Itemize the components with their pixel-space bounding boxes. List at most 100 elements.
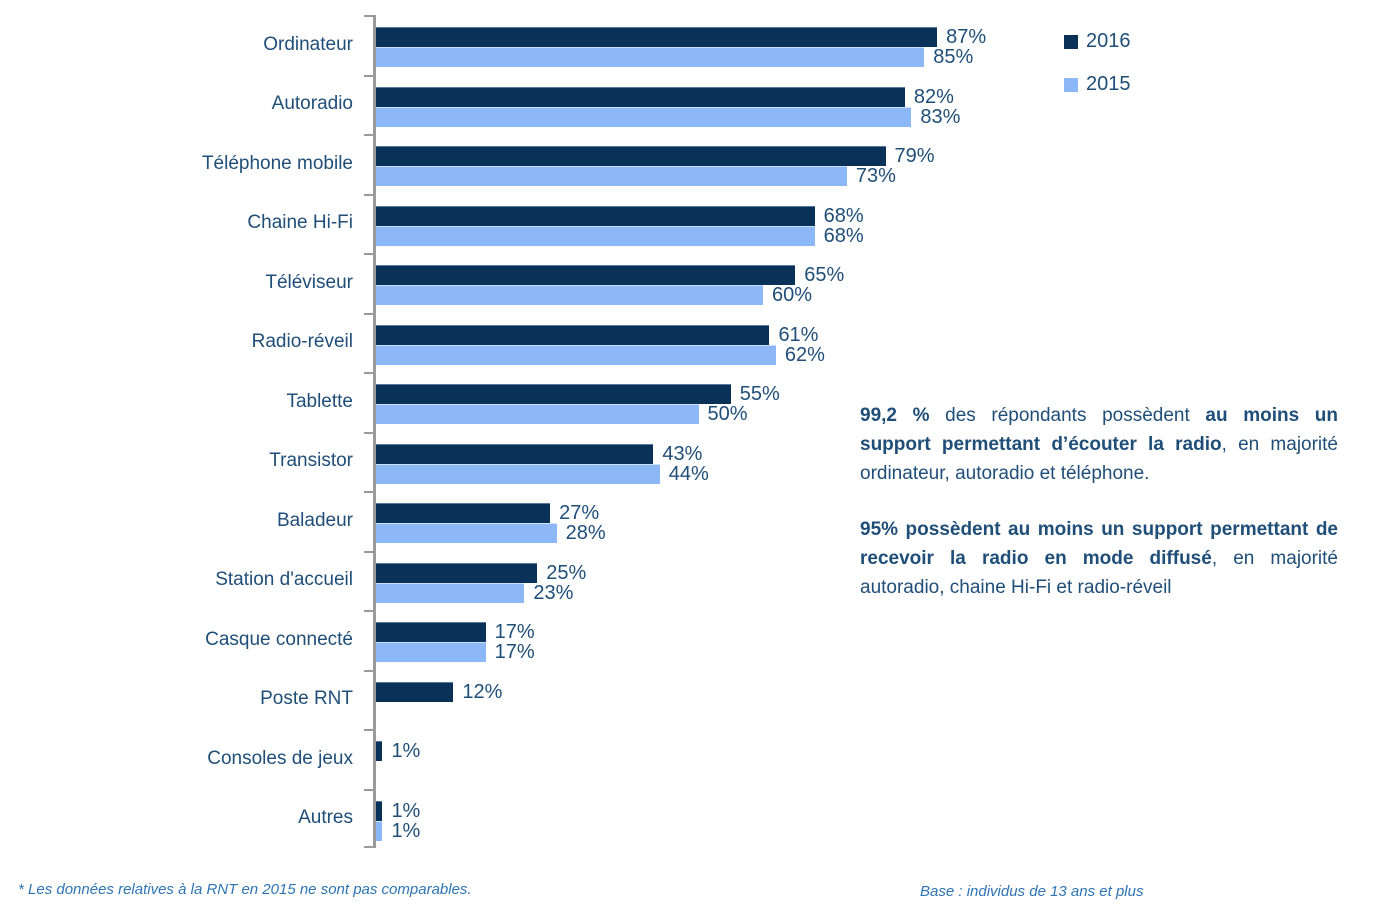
bar-group: 25% 23% — [376, 551, 1060, 611]
bar-line-2015: 83% — [376, 106, 1060, 127]
legend-item-2015: 2015 — [1064, 73, 1131, 96]
bar-line-2016: 17% — [376, 622, 1060, 642]
bar-group: 1% 1% — [376, 789, 1060, 849]
value-label-2016: 68% — [823, 204, 864, 227]
legend-swatch-2016-icon — [1064, 34, 1078, 49]
bar-line-2016: 1% — [376, 799, 1060, 822]
bar-row: Casque connecté 17% 17% — [0, 610, 1060, 670]
bar-line-2016: 68% — [376, 204, 1060, 227]
bar-2016 — [376, 146, 886, 166]
value-label-2015: 50% — [707, 403, 748, 425]
annotation-1-bold-2: au moins un support permettant d’écouter… — [860, 405, 1338, 455]
value-label-2016: 82% — [913, 85, 954, 108]
bar-2015 — [376, 166, 847, 186]
bar-row: Téléviseur 65% 60% — [0, 253, 1060, 313]
annotation-2-bold-lead: 95% possèdent au moins un support permet… — [860, 519, 1338, 569]
bar-chart: Ordinateur 87% 85% Autoradio 82% 83% — [0, 15, 1060, 848]
value-label-2015: 60% — [772, 284, 813, 306]
bar-2015 — [376, 523, 557, 543]
bar-row: Téléphone mobile 79% 73% — [0, 134, 1060, 194]
bar-group: 55% 50% — [376, 372, 1060, 432]
bar-group: 1% — [376, 729, 1060, 789]
annotation-1-normal-2: , en majorité ordinateur, autoradio et t… — [860, 434, 1338, 484]
bar-2015 — [376, 344, 776, 365]
axis-tick — [364, 431, 374, 434]
bar-2016 — [376, 86, 905, 107]
axis-tick — [364, 491, 374, 493]
legend: 2016 2015 — [1064, 30, 1131, 116]
value-label-2016: 87% — [946, 26, 987, 48]
category-label: Téléviseur — [265, 271, 353, 293]
value-label-2015: 68% — [823, 224, 864, 247]
bar-row: Autoradio 82% 83% — [0, 75, 1060, 135]
bar-line-2015: 28% — [376, 523, 1060, 543]
legend-label-2015: 2015 — [1086, 73, 1131, 95]
category-label: Autoradio — [271, 93, 353, 115]
value-label-2016: 1% — [391, 799, 421, 822]
axis-tick — [364, 788, 374, 791]
category-label: Baladeur — [276, 509, 353, 531]
bar-line-2016: 12% — [376, 680, 1060, 703]
bar-row: Ordinateur 87% 85% — [0, 15, 1060, 75]
bar-line-2016: 61% — [376, 323, 1060, 346]
value-label-2016: 61% — [778, 323, 819, 346]
annotation-block: 99,2 % des répondants possèdent au moins… — [860, 401, 1338, 602]
value-label-2015: 73% — [855, 165, 896, 187]
bar-2015 — [376, 582, 525, 603]
bar-2016 — [376, 205, 815, 226]
bar-line-2015: 60% — [376, 285, 1060, 305]
bar-group: 27% 28% — [376, 491, 1060, 551]
annotation-paragraph-1: 99,2 % des répondants possèdent au moins… — [860, 401, 1338, 488]
bar-row: Poste RNT 12% — [0, 670, 1060, 730]
bar-2015 — [376, 820, 383, 841]
bar-line-2016: 87% — [376, 27, 1060, 47]
value-label-2015: 23% — [533, 581, 574, 604]
legend-label-2016: 2016 — [1086, 30, 1131, 52]
value-label-2015: 85% — [933, 46, 974, 68]
bar-line-2015: 68% — [376, 224, 1060, 247]
bar-group: 82% 83% — [376, 75, 1060, 135]
category-label: Autres — [298, 807, 353, 829]
bar-line-2016: 27% — [376, 503, 1060, 523]
bar-2016 — [376, 265, 796, 285]
category-label: Radio-réveil — [251, 331, 353, 353]
bar-line-2015: 85% — [376, 47, 1060, 67]
category-label: Station d'accueil — [215, 569, 353, 591]
category-label: Poste RNT — [260, 688, 353, 710]
footnote-base: Base : individus de 13 ans et plus — [920, 883, 1144, 900]
value-label-2015: 28% — [565, 522, 606, 544]
bar-group: 65% 60% — [376, 253, 1060, 313]
category-axis-line — [373, 15, 376, 848]
bar-row: Radio-réveil 61% 62% — [0, 313, 1060, 373]
bar-line-2016: 25% — [376, 561, 1060, 584]
bar-line-2016: 1% — [376, 741, 1060, 761]
bar-line-2015: 62% — [376, 344, 1060, 365]
bar-line-2015: 1% — [376, 820, 1060, 841]
bar-line-2015: 23% — [376, 581, 1060, 604]
bar-group: 12% — [376, 670, 1060, 730]
bar-line-2016: 55% — [376, 384, 1060, 404]
bar-2016 — [376, 741, 383, 761]
value-label-2015: 17% — [494, 641, 535, 663]
bar-row: Station d'accueil 25% 23% — [0, 551, 1060, 611]
bar-2015 — [376, 225, 815, 246]
bar-row: Consoles de jeux 1% — [0, 729, 1060, 789]
bar-2015 — [376, 285, 763, 305]
axis-tick — [364, 729, 374, 731]
value-label-2016: 12% — [462, 680, 503, 703]
axis-tick — [364, 193, 374, 196]
bar-line-2015 — [376, 702, 1060, 722]
annotation-paragraph-2: 95% possèdent au moins un support permet… — [860, 515, 1338, 602]
axis-tick — [364, 312, 374, 315]
bar-2016 — [376, 443, 654, 464]
bar-2016 — [376, 384, 731, 404]
axis-tick — [364, 610, 374, 612]
annotation-1-bold-lead: 99,2 % — [860, 405, 946, 426]
category-label: Casque connecté — [205, 628, 353, 650]
value-label-2016: 65% — [804, 264, 845, 286]
axis-tick — [364, 15, 374, 17]
bar-2016 — [376, 27, 938, 47]
bar-group: 87% 85% — [376, 15, 1060, 75]
value-label-2016: 25% — [546, 561, 587, 584]
